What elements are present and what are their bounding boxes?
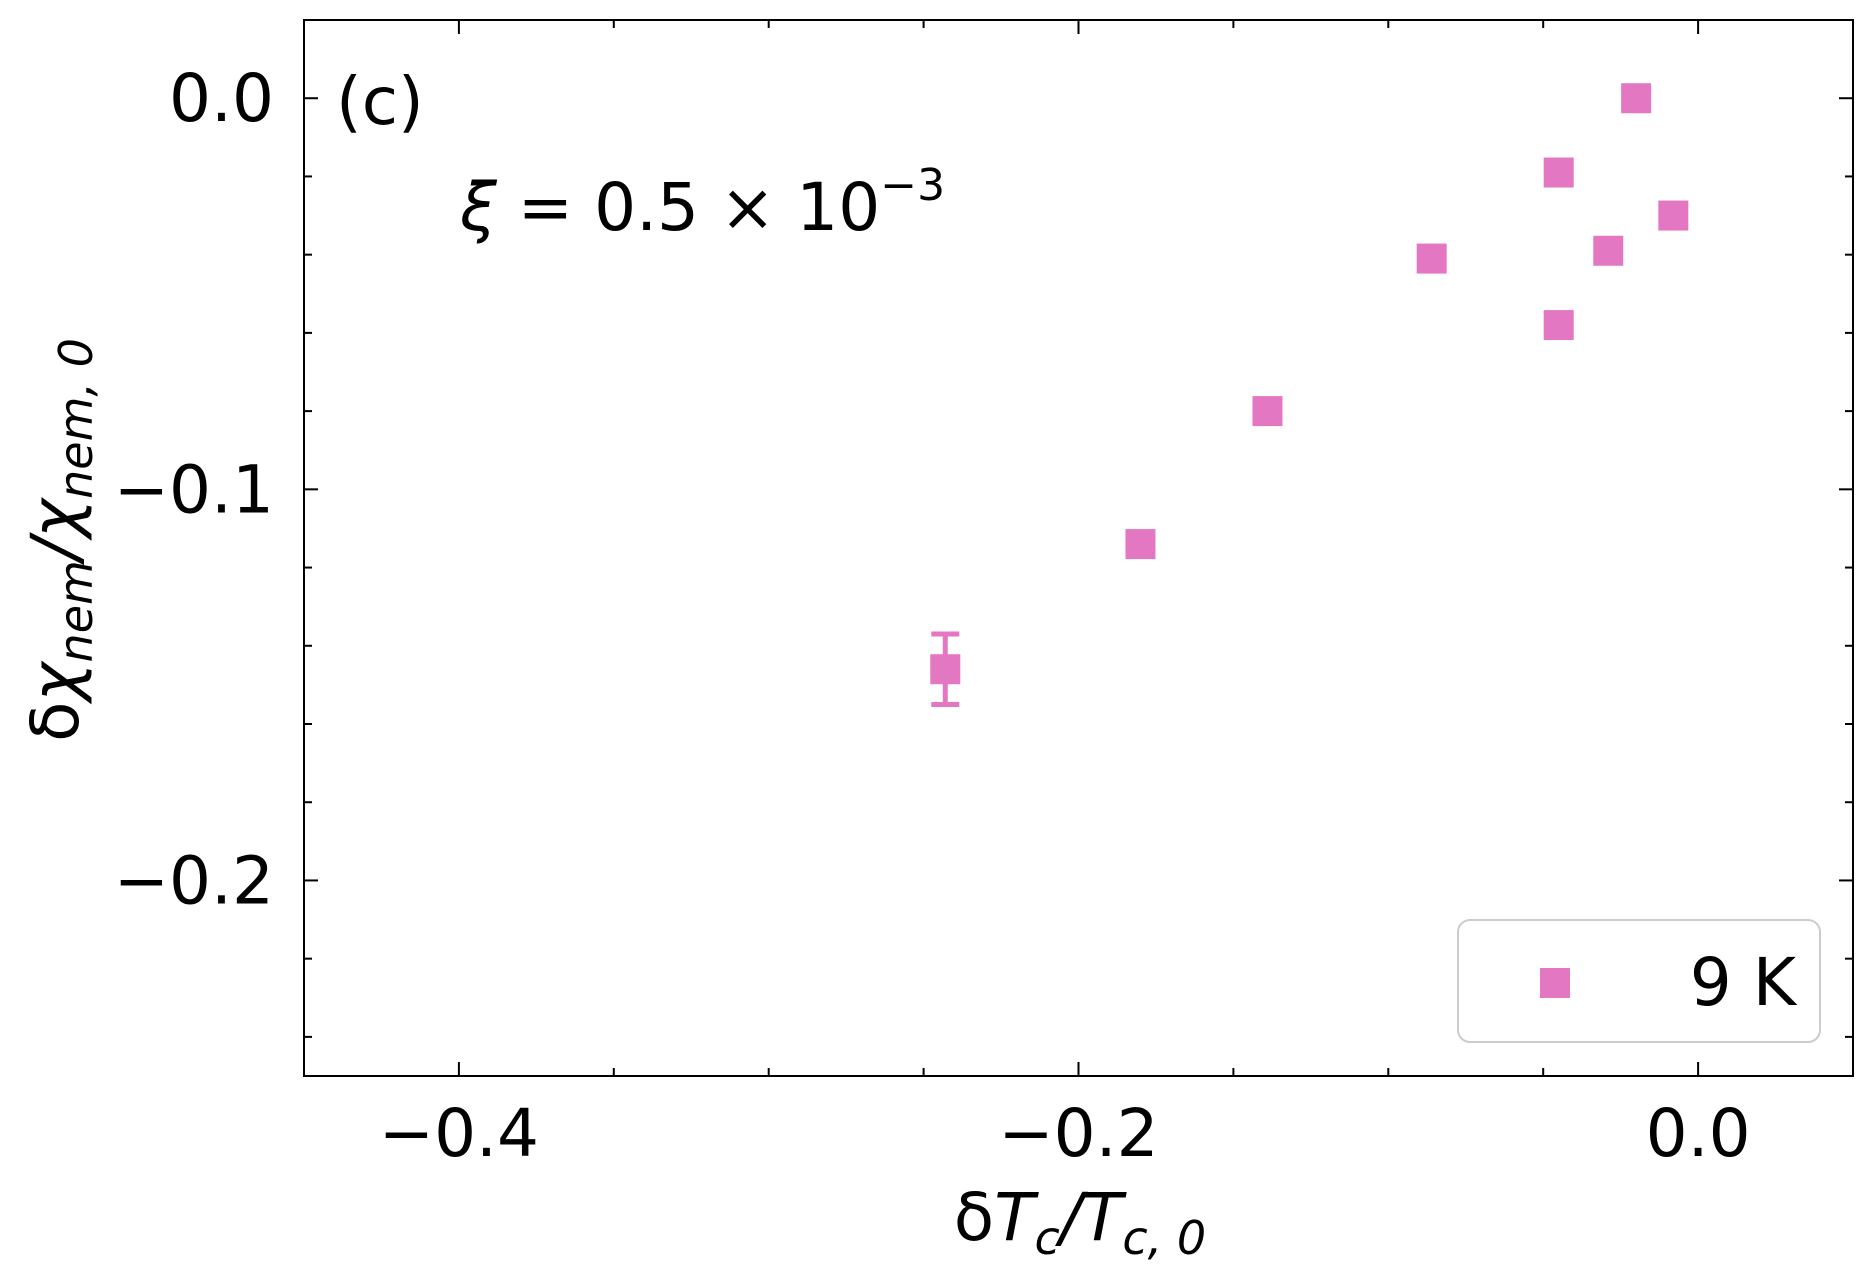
square-marker (1593, 235, 1624, 266)
data-points (930, 83, 1689, 707)
x-label-T0: T (1082, 1179, 1127, 1256)
legend-marker (1540, 968, 1570, 998)
data-point (1658, 200, 1689, 231)
x-tick-label: 0.0 (1646, 1095, 1751, 1172)
y-tick-labels: 0.0 −0.1 −0.2 (114, 60, 274, 919)
data-point (1543, 310, 1574, 341)
square-marker (1416, 243, 1447, 274)
x-label-T: T (994, 1179, 1039, 1256)
panel-label: (c) (336, 63, 424, 140)
axis-ticks (303, 19, 1854, 1076)
x-label-delta: δ (954, 1179, 994, 1256)
data-point (1593, 235, 1624, 266)
x-label-sub-c: c (1035, 1211, 1060, 1265)
square-marker (1658, 200, 1689, 231)
data-point (1416, 243, 1447, 274)
y-tick-label: 0.0 (169, 60, 274, 137)
square-marker (1252, 396, 1283, 427)
plot-frame (303, 19, 1854, 1077)
xi-exponent: −3 (880, 160, 945, 211)
square-marker (1543, 157, 1574, 188)
data-point (930, 631, 961, 707)
y-tick-label: −0.2 (114, 842, 274, 919)
square-marker (1543, 310, 1574, 341)
xi-equation: = 0.5 × 10 (497, 169, 880, 246)
data-point (1543, 157, 1574, 188)
square-marker (930, 654, 961, 685)
y-tick-label: −0.1 (114, 451, 274, 528)
y-label-sub-nem: nem (49, 560, 103, 662)
y-axis-label: δχnem/χnem, 0 (17, 338, 103, 742)
x-tick-label: −0.4 (379, 1095, 539, 1172)
x-tick-label: −0.2 (998, 1095, 1158, 1172)
y-label-chi0: χ (17, 496, 94, 541)
legend-label: 9 K (1690, 944, 1798, 1021)
square-marker (1621, 83, 1652, 114)
x-tick-labels: −0.4 −0.2 0.0 (379, 1095, 1751, 1172)
data-point (1125, 529, 1156, 560)
x-label-sub-c0: c, 0 (1122, 1211, 1206, 1265)
data-point (1621, 83, 1652, 114)
xi-symbol: ξ (459, 169, 498, 246)
data-point (1252, 396, 1283, 427)
square-marker (1125, 529, 1156, 560)
y-label-delta: δ (17, 702, 94, 742)
y-label-sub-nem0: nem, 0 (49, 338, 103, 499)
legend: 9 K (1457, 919, 1821, 1043)
x-axis-label: δTc/Tc, 0 (954, 1179, 1206, 1265)
y-label-chi: χ (17, 660, 94, 705)
legend-box (1457, 919, 1821, 1043)
xi-annotation: ξ = 0.5 × 10−3 (459, 160, 945, 246)
